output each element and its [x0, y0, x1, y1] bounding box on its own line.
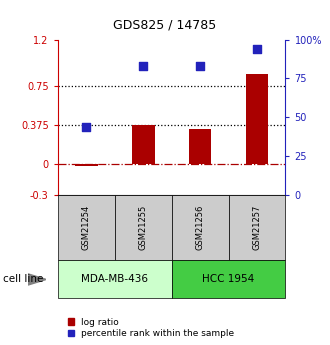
- Text: GDS825 / 14785: GDS825 / 14785: [114, 19, 216, 32]
- Text: GSM21254: GSM21254: [82, 205, 91, 250]
- Point: [254, 46, 260, 52]
- Text: GSM21257: GSM21257: [252, 205, 261, 250]
- Text: GSM21255: GSM21255: [139, 205, 148, 250]
- Text: HCC 1954: HCC 1954: [202, 275, 255, 284]
- Bar: [132, 125, 154, 164]
- Polygon shape: [28, 274, 46, 285]
- Bar: [75, 164, 98, 166]
- Bar: [246, 74, 268, 164]
- Bar: [189, 129, 212, 164]
- Point: [83, 124, 89, 129]
- Legend: log ratio, percentile rank within the sample: log ratio, percentile rank within the sa…: [68, 318, 234, 338]
- Text: MDA-MB-436: MDA-MB-436: [81, 275, 148, 284]
- Point: [141, 63, 146, 69]
- Text: GSM21256: GSM21256: [196, 205, 205, 250]
- Text: cell line: cell line: [3, 275, 44, 284]
- Point: [197, 63, 203, 69]
